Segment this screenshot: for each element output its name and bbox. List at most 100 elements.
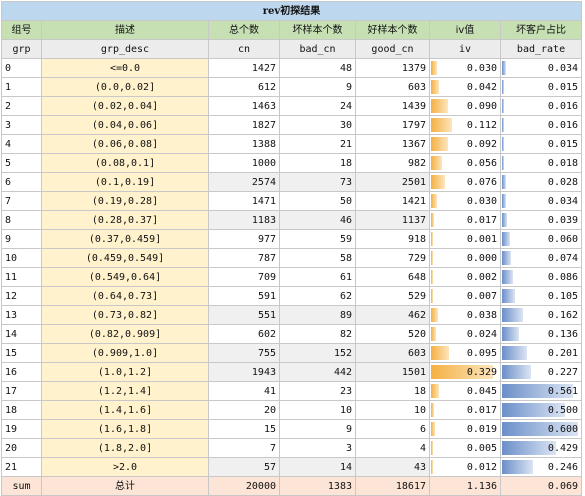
bad-cn-cell[interactable]: 442 <box>279 362 356 382</box>
grp-cell[interactable]: 21 <box>1 457 42 477</box>
table-title[interactable]: rev初探结果 <box>0 1 583 21</box>
iv-cell[interactable]: 0.000 <box>429 248 501 268</box>
good-cn-cell[interactable]: 529 <box>355 286 430 306</box>
sum-cn-cell[interactable]: 20000 <box>208 476 280 496</box>
bad-cn-cell[interactable]: 89 <box>279 305 356 325</box>
iv-cell[interactable]: 0.056 <box>429 153 501 173</box>
cn-cell[interactable]: 1943 <box>208 362 280 382</box>
header-iv-en[interactable]: iv <box>429 39 501 59</box>
sum-label-cell[interactable]: sum <box>1 476 42 496</box>
desc-cell[interactable]: (0.06,0.08] <box>41 134 209 154</box>
desc-cell[interactable]: >2.0 <box>41 457 209 477</box>
bad-cn-cell[interactable]: 73 <box>279 172 356 192</box>
grp-cell[interactable]: 5 <box>1 153 42 173</box>
header-iv-cn[interactable]: iv值 <box>429 20 501 40</box>
bad-cn-cell[interactable]: 18 <box>279 153 356 173</box>
desc-cell[interactable]: (0.459,0.549] <box>41 248 209 268</box>
cn-cell[interactable]: 15 <box>208 419 280 439</box>
good-cn-cell[interactable]: 10 <box>355 400 430 420</box>
bad-cn-cell[interactable]: 9 <box>279 77 356 97</box>
bad-rate-cell[interactable]: 0.600 <box>499 419 583 439</box>
good-cn-cell[interactable]: 462 <box>355 305 430 325</box>
grp-cell[interactable]: 12 <box>1 286 42 306</box>
header-bad-cn[interactable]: 坏样本个数 <box>279 20 356 40</box>
bad-rate-cell[interactable]: 0.246 <box>499 457 583 477</box>
bad-rate-cell[interactable]: 0.015 <box>499 77 583 97</box>
desc-cell[interactable]: (1.2,1.4] <box>41 381 209 401</box>
header-badrate-en[interactable]: bad_rate <box>499 39 583 59</box>
iv-cell[interactable]: 0.042 <box>429 77 501 97</box>
grp-cell[interactable]: 2 <box>1 96 42 116</box>
good-cn-cell[interactable]: 1421 <box>355 191 430 211</box>
good-cn-cell[interactable]: 1137 <box>355 210 430 230</box>
sum-good-cn-cell[interactable]: 18617 <box>355 476 430 496</box>
grp-cell[interactable]: 14 <box>1 324 42 344</box>
desc-cell[interactable]: (1.6,1.8] <box>41 419 209 439</box>
grp-cell[interactable]: 0 <box>1 58 42 78</box>
bad-cn-cell[interactable]: 50 <box>279 191 356 211</box>
bad-cn-cell[interactable]: 59 <box>279 229 356 249</box>
good-cn-cell[interactable]: 1501 <box>355 362 430 382</box>
desc-cell[interactable]: <=0.0 <box>41 58 209 78</box>
sum-bad-cn-cell[interactable]: 1383 <box>279 476 356 496</box>
cn-cell[interactable]: 1471 <box>208 191 280 211</box>
cn-cell[interactable]: 57 <box>208 457 280 477</box>
bad-rate-cell[interactable]: 0.034 <box>499 191 583 211</box>
grp-cell[interactable]: 11 <box>1 267 42 287</box>
grp-cell[interactable]: 1 <box>1 77 42 97</box>
bad-rate-cell[interactable]: 0.105 <box>499 286 583 306</box>
desc-cell[interactable]: (0.19,0.28] <box>41 191 209 211</box>
good-cn-cell[interactable]: 520 <box>355 324 430 344</box>
bad-cn-cell[interactable]: 82 <box>279 324 356 344</box>
grp-cell[interactable]: 10 <box>1 248 42 268</box>
desc-cell[interactable]: (0.08,0.1] <box>41 153 209 173</box>
cn-cell[interactable]: 1427 <box>208 58 280 78</box>
bad-cn-cell[interactable]: 14 <box>279 457 356 477</box>
iv-cell[interactable]: 0.030 <box>429 58 501 78</box>
good-cn-cell[interactable]: 1379 <box>355 58 430 78</box>
good-cn-cell[interactable]: 4 <box>355 438 430 458</box>
header-grp-cn[interactable]: 组号 <box>1 20 42 40</box>
good-cn-cell[interactable]: 43 <box>355 457 430 477</box>
cn-cell[interactable]: 709 <box>208 267 280 287</box>
good-cn-cell[interactable]: 1797 <box>355 115 430 135</box>
grp-cell[interactable]: 8 <box>1 210 42 230</box>
bad-rate-cell[interactable]: 0.561 <box>499 381 583 401</box>
cn-cell[interactable]: 602 <box>208 324 280 344</box>
good-cn-cell[interactable]: 603 <box>355 77 430 97</box>
desc-cell[interactable]: (0.37,0.459] <box>41 229 209 249</box>
grp-cell[interactable]: 20 <box>1 438 42 458</box>
iv-cell[interactable]: 0.017 <box>429 210 501 230</box>
header-good-cn[interactable]: 好样本个数 <box>355 20 430 40</box>
cn-cell[interactable]: 977 <box>208 229 280 249</box>
grp-cell[interactable]: 16 <box>1 362 42 382</box>
good-cn-cell[interactable]: 6 <box>355 419 430 439</box>
header-desc-en[interactable]: grp_desc <box>41 39 209 59</box>
bad-cn-cell[interactable]: 24 <box>279 96 356 116</box>
header-badrate-cn[interactable]: 坏客户占比 <box>499 20 583 40</box>
iv-cell[interactable]: 0.007 <box>429 286 501 306</box>
grp-cell[interactable]: 19 <box>1 419 42 439</box>
desc-cell[interactable]: (0.549,0.64] <box>41 267 209 287</box>
desc-cell[interactable]: (0.64,0.73] <box>41 286 209 306</box>
iv-cell[interactable]: 0.030 <box>429 191 501 211</box>
cn-cell[interactable]: 787 <box>208 248 280 268</box>
bad-cn-cell[interactable]: 152 <box>279 343 356 363</box>
bad-cn-cell[interactable]: 46 <box>279 210 356 230</box>
grp-cell[interactable]: 15 <box>1 343 42 363</box>
header-cn-en[interactable]: cn <box>208 39 280 59</box>
cn-cell[interactable]: 1463 <box>208 96 280 116</box>
cn-cell[interactable]: 2574 <box>208 172 280 192</box>
cn-cell[interactable]: 7 <box>208 438 280 458</box>
bad-rate-cell[interactable]: 0.500 <box>499 400 583 420</box>
bad-cn-cell[interactable]: 21 <box>279 134 356 154</box>
bad-cn-cell[interactable]: 30 <box>279 115 356 135</box>
desc-cell[interactable]: (0.1,0.19] <box>41 172 209 192</box>
bad-cn-cell[interactable]: 10 <box>279 400 356 420</box>
bad-rate-cell[interactable]: 0.016 <box>499 96 583 116</box>
grp-cell[interactable]: 7 <box>1 191 42 211</box>
header-desc-cn[interactable]: 描述 <box>41 20 209 40</box>
iv-cell[interactable]: 0.012 <box>429 457 501 477</box>
iv-cell[interactable]: 0.024 <box>429 324 501 344</box>
desc-cell[interactable]: (0.82,0.909] <box>41 324 209 344</box>
